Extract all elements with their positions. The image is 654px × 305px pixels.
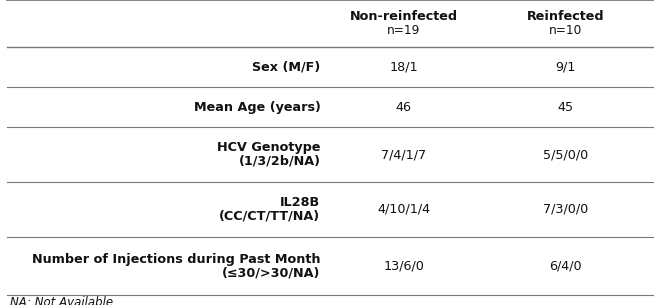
Text: n=10: n=10 xyxy=(549,24,582,37)
Text: 13/6/0: 13/6/0 xyxy=(383,260,424,272)
Text: 5/5/0/0: 5/5/0/0 xyxy=(543,148,589,161)
Text: 46: 46 xyxy=(396,101,412,113)
Text: 9/1: 9/1 xyxy=(555,60,576,74)
Text: HCV Genotype: HCV Genotype xyxy=(217,141,320,154)
Text: (CC/CT/TT/NA): (CC/CT/TT/NA) xyxy=(219,210,320,223)
Text: 7/3/0/0: 7/3/0/0 xyxy=(543,203,589,216)
Text: NA: Not Available: NA: Not Available xyxy=(10,296,113,305)
Text: 4/10/1/4: 4/10/1/4 xyxy=(377,203,430,216)
Text: 45: 45 xyxy=(558,101,574,113)
Text: 6/4/0: 6/4/0 xyxy=(549,260,582,272)
Text: 7/4/1/7: 7/4/1/7 xyxy=(381,148,426,161)
Text: (≤30/>30/NA): (≤30/>30/NA) xyxy=(222,266,320,279)
Text: 18/1: 18/1 xyxy=(390,60,418,74)
Text: Mean Age (years): Mean Age (years) xyxy=(194,101,320,113)
Text: IL28B: IL28B xyxy=(281,196,320,209)
Text: Reinfected: Reinfected xyxy=(527,10,604,23)
Text: Sex (M/F): Sex (M/F) xyxy=(252,60,320,74)
Text: n=19: n=19 xyxy=(387,24,421,37)
Text: (1/3/2b/NA): (1/3/2b/NA) xyxy=(239,155,320,168)
Text: Non-reinfected: Non-reinfected xyxy=(350,10,458,23)
Text: Number of Injections during Past Month: Number of Injections during Past Month xyxy=(32,253,320,266)
